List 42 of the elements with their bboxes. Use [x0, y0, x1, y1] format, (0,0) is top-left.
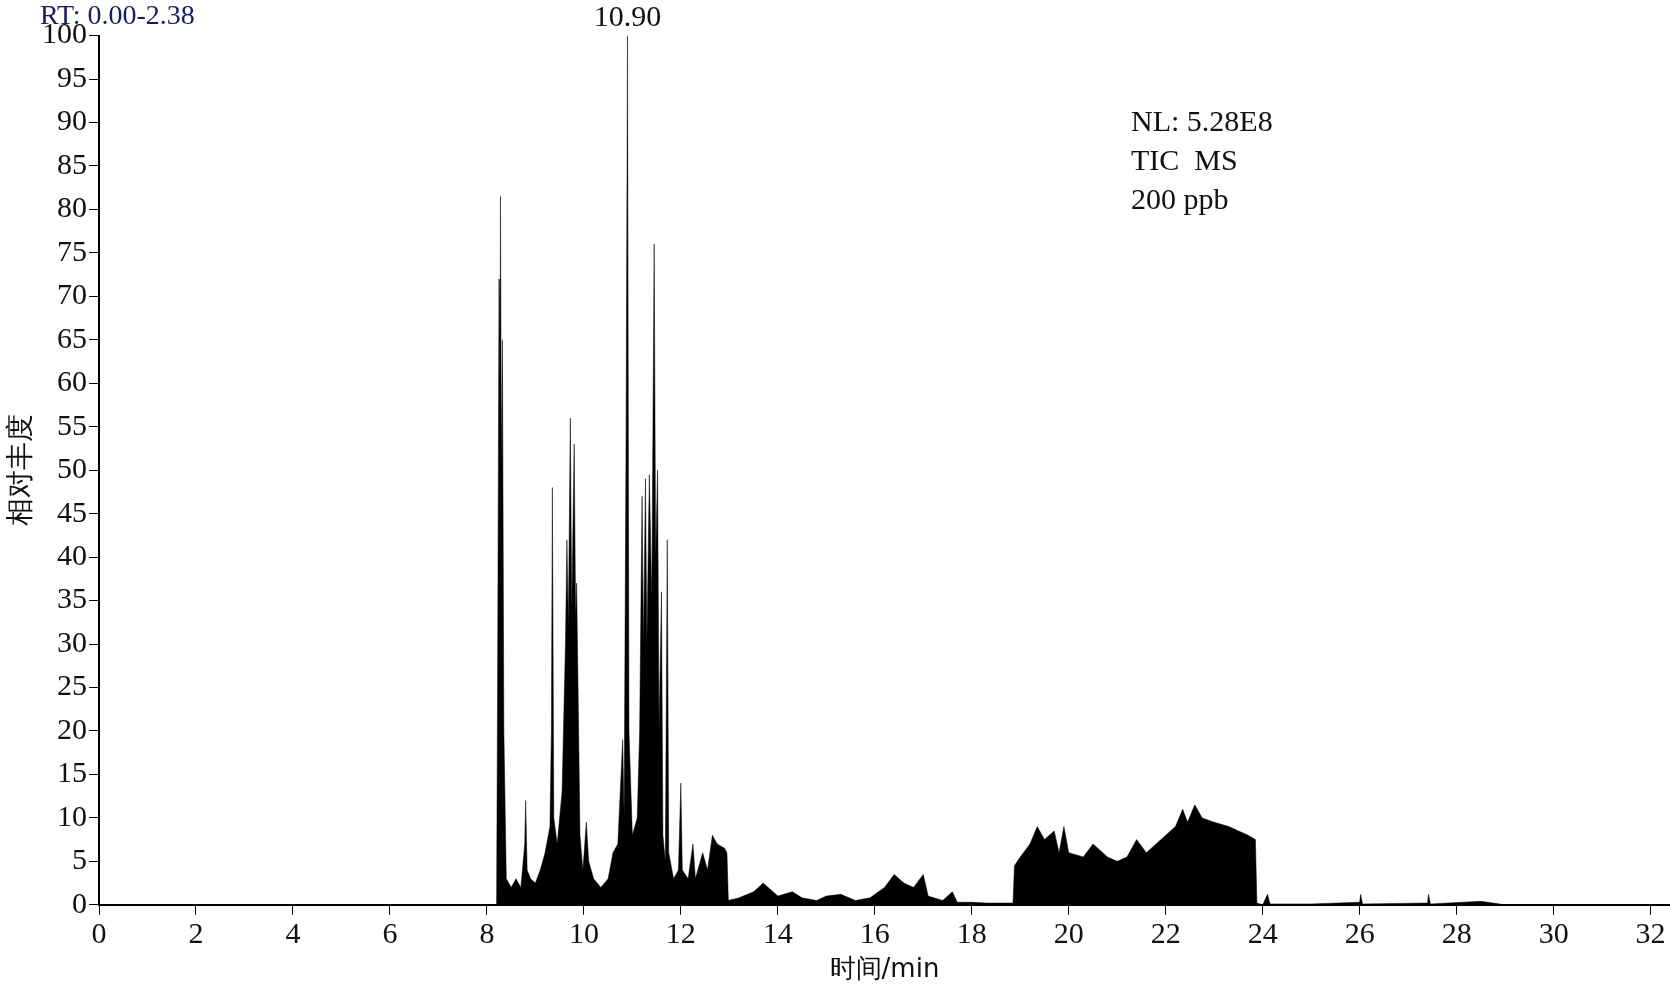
y-tick-label: 25	[57, 668, 87, 702]
x-tick-label: 18	[956, 915, 987, 949]
y-tick-label: 85	[57, 146, 87, 180]
y-tick-label: 50	[57, 451, 87, 485]
annotation: 10.90	[593, 0, 662, 33]
x-tick-label: 8	[479, 915, 495, 949]
y-tick-label: 65	[57, 320, 87, 354]
y-tick-label: 95	[57, 59, 87, 93]
y-axis-title: 相对丰度	[3, 414, 37, 527]
x-tick-label: 20	[1053, 915, 1084, 949]
y-tick-label: 20	[57, 711, 87, 745]
x-tick-label: 26	[1344, 915, 1375, 949]
annotation: TIC MS	[1131, 142, 1238, 176]
x-tick-label: 2	[188, 915, 204, 949]
x-tick-label: 4	[285, 915, 301, 949]
y-tick-label: 10	[57, 798, 87, 832]
annotation: NL: 5.28E8	[1131, 103, 1273, 137]
x-tick-label: 30	[1538, 915, 1569, 949]
y-tick-label: 40	[57, 537, 87, 571]
y-tick-label: 90	[57, 103, 87, 137]
y-tick-label: 75	[57, 233, 87, 267]
x-tick-label: 28	[1441, 915, 1472, 949]
y-tick-label: 5	[72, 842, 87, 876]
x-tick-label: 16	[859, 915, 890, 949]
x-tick-label: 24	[1247, 915, 1278, 949]
x-tick-label: 12	[665, 915, 696, 949]
x-tick-label: 32	[1635, 915, 1666, 949]
x-tick-label: 14	[762, 915, 793, 949]
y-tick-label: 0	[72, 885, 87, 919]
y-tick-label: 70	[57, 277, 87, 311]
annotation: 200 ppb	[1131, 181, 1229, 215]
y-tick-label: 30	[57, 624, 87, 658]
x-tick-label: 10	[568, 915, 599, 949]
x-tick-label: 22	[1150, 915, 1181, 949]
x-tick-label: 6	[382, 915, 398, 949]
x-axis-title: 时间/min	[829, 953, 940, 984]
y-tick-label: 35	[57, 581, 87, 615]
y-tick-label: 60	[57, 364, 87, 398]
y-tick-label: 55	[57, 407, 87, 441]
y-tick-label: 15	[57, 755, 87, 789]
y-tick-label: 80	[57, 190, 87, 224]
y-tick-label: 45	[57, 494, 87, 528]
